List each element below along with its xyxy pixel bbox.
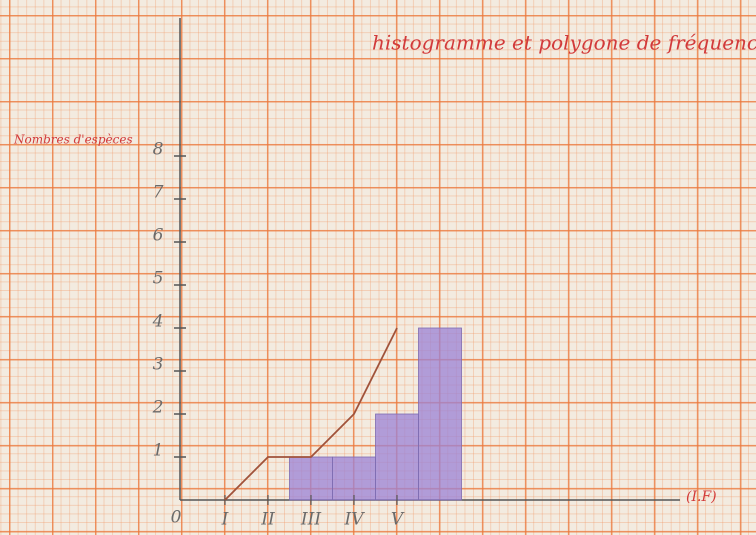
chart-title: histogramme et polygone de fréquenc [372,31,756,55]
bar [419,328,462,500]
x-tick-label: I [221,510,229,530]
y-axis-label: Nombres d'espèces [13,133,133,147]
x-tick-label: II [260,510,275,530]
x-tick-label: IV [344,510,366,530]
bar [376,414,419,500]
y-tick-label: 4 [152,312,164,332]
origin-label: 0 [171,508,182,528]
x-axis-label: (I.F) [686,489,717,505]
bar [290,457,333,500]
y-tick-label: 6 [153,226,164,246]
y-tick-label: 5 [153,269,164,289]
y-tick-label: 7 [153,183,164,203]
x-tick-label: V [391,510,405,530]
y-tick-label: 3 [153,355,164,375]
bar [333,457,376,500]
chart: histogramme et polygone de fréquenc Nomb… [0,0,756,535]
y-tick-label: 8 [153,140,164,160]
y-tick-label: 2 [152,398,164,418]
x-tick-label: III [300,510,321,530]
y-tick-label: 1 [153,441,164,461]
